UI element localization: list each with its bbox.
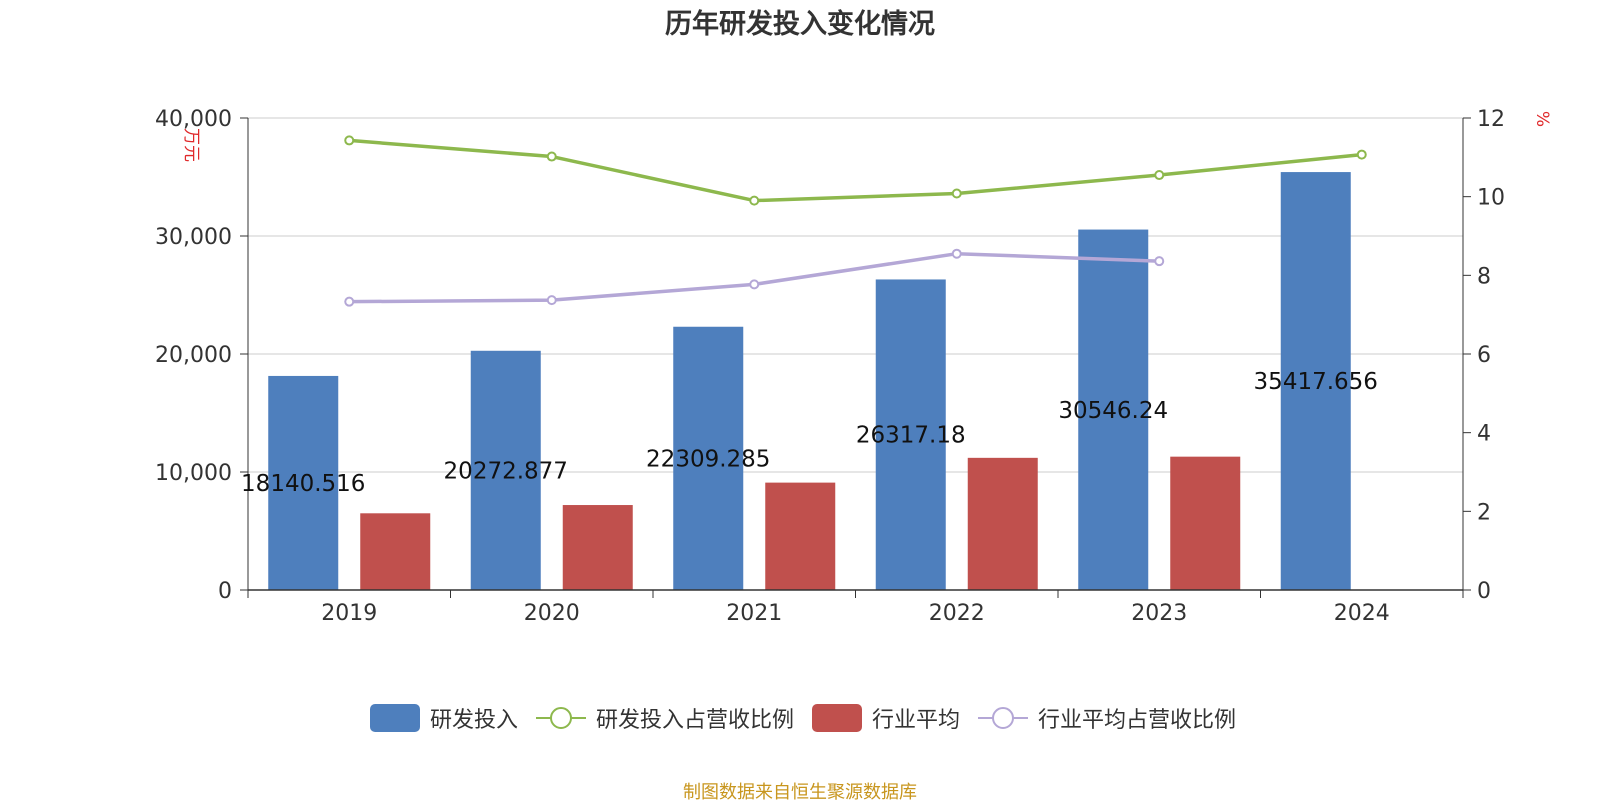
y-right-tick-label: 0: [1477, 579, 1491, 604]
bar-data-label: 30546.24: [1058, 398, 1168, 424]
chart-legend: 研发投入 研发投入占营收比例 行业平均 行业平均占营收比例: [0, 702, 1600, 734]
y-left-tick-label: 40,000: [155, 107, 232, 132]
bar-data-label: 18140.516: [241, 471, 365, 497]
bar-rd: [268, 375, 339, 590]
bar-industry: [562, 505, 633, 590]
y-left-tick-label: 30,000: [155, 225, 232, 250]
bar-data-label: 26317.18: [856, 423, 966, 449]
bar-rd: [1078, 229, 1149, 590]
bar-data-label: 22309.285: [646, 446, 770, 472]
y-right-tick-label: 6: [1477, 343, 1491, 368]
x-tick-label: 2019: [321, 601, 377, 626]
y-right-tick-label: 10: [1477, 186, 1505, 211]
bar-industry: [967, 457, 1038, 590]
y-left-tick-label: 20,000: [155, 343, 232, 368]
y-left-axis-title: 万元: [181, 128, 201, 162]
x-tick-label: 2023: [1131, 601, 1187, 626]
legend-swatch-rd: [369, 704, 420, 732]
bar-data-label: 20272.877: [444, 458, 568, 484]
industry-ratio-point: [546, 295, 557, 306]
data-source-note: 制图数据来自恒生聚源数据库: [683, 782, 917, 803]
bar-series: [268, 172, 1351, 590]
bar-rd: [470, 350, 541, 590]
y-right-tick-label: 12: [1477, 107, 1505, 132]
y-left-tick-label: 0: [218, 579, 232, 604]
y-right-tick-label: 4: [1477, 422, 1491, 447]
bar-industry: [765, 482, 836, 590]
grid-lines: [248, 117, 1463, 473]
legend-swatch-rd-ratio: [535, 704, 586, 732]
rd-ratio-point: [1154, 170, 1165, 181]
bar-industry: [1170, 456, 1241, 590]
rd-ratio-point: [951, 188, 962, 199]
rd-ratio-point: [749, 195, 760, 206]
bar-rd: [673, 326, 744, 590]
axes: 0 10,000 20,000 30,000 40,000 0 2 4 6 8 10 12 2019 20…: [155, 107, 1552, 626]
industry-ratio-point: [344, 296, 355, 307]
x-tick-label: 2021: [726, 601, 782, 626]
industry-ratio-point: [749, 279, 760, 290]
industry-ratio-point: [1154, 256, 1165, 267]
industry-ratio-point: [951, 248, 962, 259]
legend-label-industry-ratio: 行业平均占营收比例: [1038, 708, 1237, 733]
legend-swatch-industry-ratio: [978, 704, 1029, 732]
legend-item-industry[interactable]: 行业平均: [812, 702, 960, 734]
legend-item-rd-ratio[interactable]: 研发投入占营收比例: [535, 702, 794, 734]
line-series: [344, 135, 1367, 307]
industry-ratio-line: [349, 251, 1160, 304]
bar-industry: [360, 513, 431, 590]
legend-item-rd[interactable]: 研发投入: [369, 702, 518, 734]
rd-ratio-point: [344, 135, 355, 146]
legend-label-rd: 研发投入: [429, 708, 518, 733]
legend-label-industry: 行业平均: [872, 708, 961, 733]
y-right-axis-title: %: [1532, 111, 1552, 127]
x-tick-label: 2020: [524, 601, 580, 626]
bar-data-label: 35417.656: [1254, 369, 1378, 395]
legend-swatch-industry: [812, 704, 862, 732]
legend-item-industry-ratio[interactable]: 行业平均占营收比例: [978, 702, 1236, 734]
bar-rd: [1280, 172, 1351, 590]
data-labels: 18140.516 20272.877 22309.285 26317.18 30546…: [241, 369, 1378, 497]
x-tick-label: 2022: [929, 601, 985, 626]
legend-label-rd-ratio: 研发投入占营收比例: [595, 708, 794, 733]
y-right-tick-label: 2: [1477, 500, 1491, 525]
rd-ratio-point: [546, 151, 557, 162]
bar-rd: [875, 279, 946, 590]
rd-ratio-line: [349, 138, 1362, 203]
x-tick-label: 2024: [1334, 601, 1390, 626]
chart-title: 历年研发投入变化情况: [665, 9, 935, 40]
y-left-tick-label: 10,000: [155, 461, 232, 486]
y-right-tick-label: 8: [1477, 264, 1491, 289]
rd-ratio-point: [1356, 149, 1367, 160]
